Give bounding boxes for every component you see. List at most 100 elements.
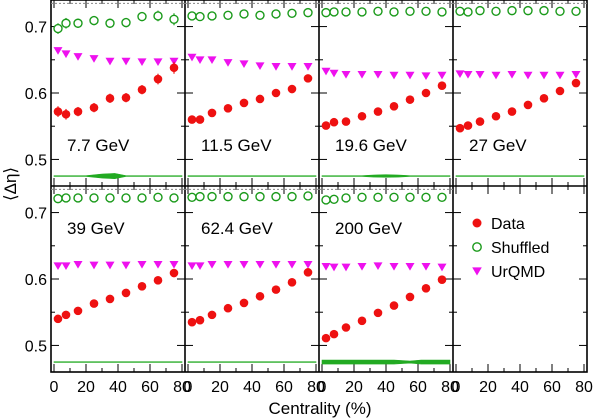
- x-tick-label: 0: [50, 379, 59, 396]
- y-tick-label: 0.7: [25, 20, 47, 37]
- shuffled-point: [169, 193, 179, 203]
- urqmd-point: [121, 261, 131, 270]
- data-point: [329, 117, 339, 127]
- systematic-band: [455, 175, 585, 177]
- legend-label: Shuffled: [491, 240, 549, 257]
- data-point: [53, 107, 63, 116]
- data-point: [271, 88, 281, 98]
- x-tick-label: 60: [409, 379, 427, 396]
- y-tick-label: 0.7: [25, 206, 47, 223]
- data-point: [303, 74, 313, 83]
- urqmd-point: [373, 71, 383, 79]
- x-tick-label: 20: [77, 379, 95, 396]
- urqmd-point: [373, 262, 383, 270]
- shuffled-point: [239, 191, 249, 202]
- data-point: [195, 315, 205, 325]
- shuffled-point: [105, 18, 115, 28]
- data-point: [341, 117, 351, 126]
- urqmd-point: [455, 70, 465, 79]
- shuffled-point: [321, 195, 331, 205]
- data-point: [539, 94, 549, 103]
- shuffled-point: [73, 18, 83, 28]
- shuffled-point: [287, 191, 297, 202]
- shuffled-point: [153, 11, 163, 21]
- data-point: [321, 333, 331, 343]
- urqmd-point: [239, 60, 249, 69]
- shuffled-point: [373, 192, 383, 202]
- legend: Data Shuffled UrQMD: [472, 216, 549, 281]
- panel-grid: 0.50.60.70.50.60.70 20 40 60 800 20 40 60 800 20 4…: [25, 0, 593, 396]
- shuffled-point: [137, 11, 147, 22]
- systematic-band: [187, 175, 317, 177]
- data-point: [53, 314, 63, 324]
- x-tick-label: 60: [275, 379, 293, 396]
- shuffled-point: [271, 9, 281, 19]
- data-point: [153, 276, 163, 285]
- shuffled-point: [437, 7, 447, 17]
- urqmd-point: [341, 71, 351, 79]
- shuffled-point: [187, 192, 197, 202]
- data-point: [455, 123, 465, 133]
- urqmd-point: [475, 71, 485, 79]
- shuffled-point: [239, 9, 249, 19]
- shuffled-point: [61, 193, 71, 203]
- legend-label: UrQMD: [491, 264, 545, 281]
- urqmd-point: [357, 263, 367, 271]
- energy-label: 19.6 GeV: [335, 136, 407, 155]
- shuffled-point: [187, 11, 197, 21]
- urqmd-point: [61, 50, 71, 59]
- shuffled-point: [207, 191, 217, 202]
- urqmd-point: [287, 261, 297, 269]
- shuffled-point: [153, 192, 163, 202]
- data-point: [195, 115, 205, 124]
- x-tick-label: 20: [211, 379, 229, 396]
- y-axis-title: ⟨Δη⟩: [1, 167, 20, 201]
- urqmd-point: [507, 71, 517, 79]
- shuffled-point: [389, 7, 399, 17]
- urqmd-point: [73, 53, 83, 61]
- data-point: [137, 282, 147, 291]
- systematic-band: [321, 174, 451, 178]
- data-point: [73, 306, 83, 316]
- energy-label: 7.7 GeV: [67, 136, 130, 155]
- urqmd-point: [389, 263, 399, 271]
- urqmd-point: [223, 59, 233, 67]
- data-point: [105, 294, 115, 304]
- urqmd-point: [329, 263, 339, 272]
- urqmd-point: [523, 71, 533, 80]
- energy-label: 27 GeV: [469, 136, 527, 155]
- data-point: [287, 84, 297, 94]
- shuffled-point: [389, 192, 399, 202]
- urqmd-point: [555, 71, 565, 80]
- x-tick-label: 60: [141, 379, 159, 396]
- shuffled-point: [329, 7, 339, 17]
- urqmd-point: [195, 56, 205, 65]
- shuffled-point: [121, 193, 131, 203]
- data-point: [421, 88, 431, 98]
- data-point: [287, 278, 297, 287]
- data-point: [153, 74, 163, 84]
- urqmd-point: [105, 57, 115, 66]
- shuffled-point: [539, 5, 549, 16]
- shuffled-point: [223, 10, 233, 20]
- urqmd-point: [53, 47, 63, 55]
- data-point: [223, 103, 233, 113]
- systematic-band: [187, 361, 317, 363]
- shuffled-point: [121, 17, 131, 28]
- data-point: [405, 95, 415, 104]
- x-tick-label: 40: [109, 379, 127, 396]
- data-point: [61, 310, 71, 320]
- x-tick-label: 80: [307, 379, 325, 396]
- shuffled-point: [303, 7, 313, 18]
- shuffled-point: [195, 191, 205, 202]
- data-point: [389, 301, 399, 310]
- shuffled-point: [73, 193, 83, 203]
- urqmd-point: [321, 67, 331, 76]
- shuffled-point: [195, 11, 205, 22]
- x-tick-label: 40: [377, 379, 395, 396]
- data-point: [555, 86, 565, 96]
- urqmd-point: [321, 263, 331, 271]
- urqmd-point: [463, 71, 473, 79]
- urqmd-point: [169, 261, 179, 269]
